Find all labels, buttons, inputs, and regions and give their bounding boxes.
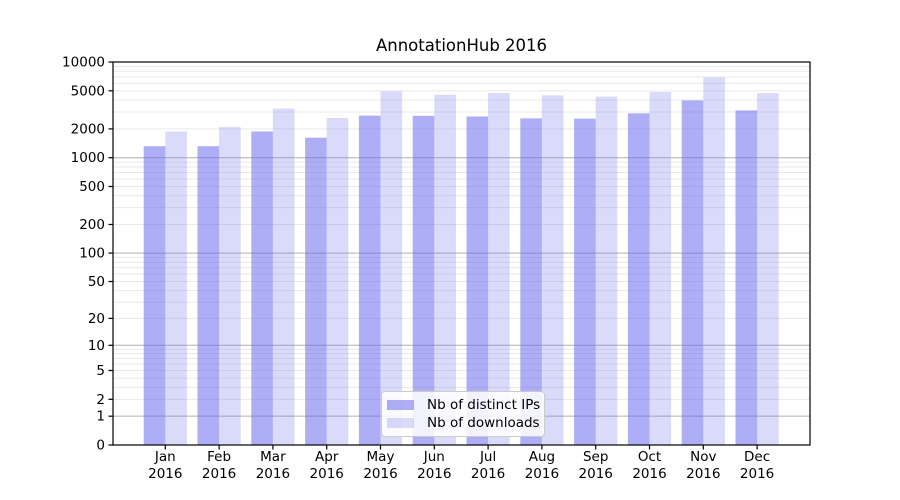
legend-label-distinct-ips: Nb of distinct IPs	[427, 397, 541, 413]
y-tick-label: 1000	[71, 150, 105, 166]
bar-distinct-ips	[520, 118, 542, 446]
x-tick-label-month: Feb	[207, 449, 231, 465]
x-tick-label-month: Oct	[638, 449, 661, 465]
y-tick-label: 2	[96, 392, 105, 408]
bar-downloads	[326, 118, 349, 446]
y-tick-label: 20	[88, 311, 105, 327]
bar-downloads	[272, 108, 295, 445]
bar-downloads	[165, 131, 187, 445]
bar-distinct-ips	[251, 131, 273, 445]
bar-distinct-ips	[681, 100, 704, 445]
bar-downloads	[380, 91, 403, 446]
chart-title: AnnotationHub 2016	[375, 36, 548, 55]
x-tick-label-year: 2016	[632, 466, 666, 482]
bar-downloads	[434, 94, 456, 445]
x-tick-label-year: 2016	[363, 466, 397, 482]
y-tick-label: 1	[96, 409, 105, 425]
y-tick-label: 5000	[71, 83, 105, 99]
x-tick-label-year: 2016	[525, 466, 559, 482]
y-tick-label: 5	[96, 363, 105, 379]
bar-downloads	[703, 77, 725, 445]
x-tick-label-year: 2016	[310, 466, 344, 482]
bar-downloads	[541, 95, 564, 445]
x-tick-label-month: Jul	[479, 449, 496, 465]
y-tick-label: 200	[79, 217, 105, 233]
x-tick-label-month: Sep	[583, 449, 608, 465]
x-tick-label-year: 2016	[740, 466, 774, 482]
x-tick-label-month: Dec	[744, 449, 770, 465]
legend-swatch-downloads	[387, 418, 414, 428]
x-tick-label-month: Mar	[260, 449, 286, 465]
bar-distinct-ips	[143, 146, 166, 445]
x-tick-label-year: 2016	[579, 466, 613, 482]
legend-item-downloads: Nb of downloads	[387, 415, 540, 431]
x-tick-label-month: Apr	[315, 449, 339, 465]
x-tick-label-year: 2016	[686, 466, 720, 482]
bar-downloads	[595, 96, 618, 445]
bar-downloads	[649, 91, 672, 446]
x-tick-label-month: Jan	[154, 449, 176, 465]
bar-distinct-ips	[574, 118, 596, 446]
x-tick-label-month: Jun	[423, 449, 445, 465]
y-tick-label: 2000	[71, 121, 105, 137]
plot-border	[112, 61, 811, 446]
legend-label-downloads: Nb of downloads	[427, 415, 540, 431]
y-tick-label: 50	[88, 274, 105, 290]
legend: Nb of distinct IPs Nb of downloads	[381, 391, 545, 437]
y-tick-label: 100	[79, 246, 105, 262]
y-tick-label: 500	[79, 179, 105, 195]
bar-distinct-ips	[305, 137, 327, 445]
bar-distinct-ips	[197, 146, 220, 445]
y-tick-label: 10	[88, 338, 105, 354]
bar-downloads	[219, 127, 241, 445]
x-tick-label-year: 2016	[417, 466, 451, 482]
x-tick-label-year: 2016	[256, 466, 290, 482]
legend-item-distinct-ips: Nb of distinct IPs	[387, 397, 540, 413]
bar-downloads	[488, 93, 510, 445]
x-tick-label-year: 2016	[148, 466, 182, 482]
bar-distinct-ips	[735, 110, 758, 446]
bar-downloads	[757, 93, 779, 445]
x-tick-label-month: Nov	[690, 449, 716, 465]
x-tick-label-month: May	[367, 449, 395, 465]
y-tick-label: 0	[96, 438, 105, 454]
x-tick-label-month: Aug	[529, 449, 555, 465]
bar-distinct-ips	[358, 115, 381, 445]
x-tick-label-year: 2016	[471, 466, 505, 482]
legend-swatch-distinct-ips	[387, 400, 414, 410]
y-tick-label: 10000	[62, 55, 105, 71]
bar-distinct-ips	[627, 113, 650, 445]
bar-distinct-ips	[466, 116, 489, 445]
x-tick-label-year: 2016	[202, 466, 236, 482]
bar-distinct-ips	[412, 115, 435, 445]
